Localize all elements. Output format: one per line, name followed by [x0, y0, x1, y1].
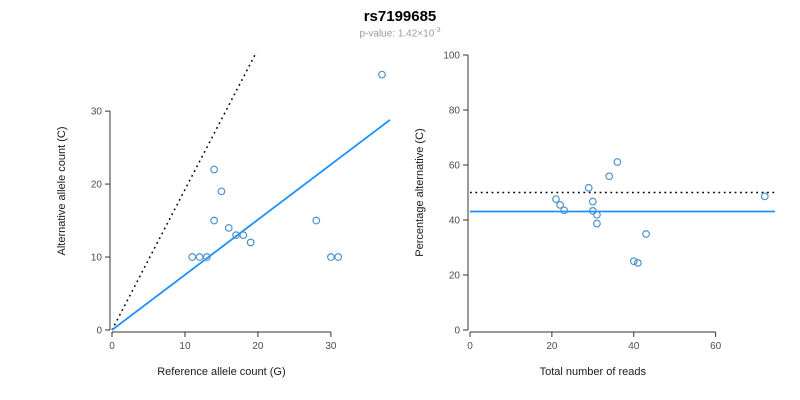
- y-tick-label: 10: [91, 253, 103, 264]
- p-value-exponent: -3: [434, 27, 441, 34]
- y-tick-label: 20: [91, 180, 103, 191]
- y-axis-title: Percentage alternative (C): [414, 128, 426, 256]
- y-tick-label: 80: [449, 106, 461, 117]
- x-tick-label: 20: [252, 341, 264, 352]
- y-tick-label: 100: [443, 51, 460, 62]
- x-tick-label: 0: [467, 341, 473, 352]
- data-point: [210, 216, 219, 225]
- x-axis-title: Total number of reads: [540, 366, 647, 378]
- data-point: [246, 238, 255, 247]
- data-point: [593, 219, 601, 228]
- p-value-text: p-value: 1.42×10: [359, 28, 435, 40]
- panel-allele-counts: 0 10 20 30 0 10 20 30 Reference allele count (G)…: [56, 51, 391, 378]
- data-point: [334, 253, 343, 261]
- data-point: [552, 195, 560, 204]
- y-tick-label: 30: [91, 107, 103, 118]
- data-point: [556, 200, 564, 209]
- data-point: [239, 231, 248, 240]
- data-point: [217, 187, 226, 196]
- data-point: [605, 172, 614, 181]
- p-value-label: p-value: 1.42×10-3: [0, 27, 800, 39]
- y-tick-label: 60: [449, 161, 461, 172]
- data-point: [202, 253, 211, 261]
- y-tick-label: 0: [96, 326, 102, 337]
- data-point: [613, 158, 622, 166]
- fitted-ratio-line: [111, 119, 391, 331]
- data-point: [588, 197, 597, 206]
- data-point: [560, 206, 569, 215]
- data-point: [760, 192, 769, 201]
- data-point: [224, 223, 233, 232]
- x-tick-label: 20: [546, 341, 558, 352]
- data-point: [312, 216, 321, 225]
- data-point: [584, 183, 593, 192]
- panel-percentage-vs-reads: 0 20 40 60 0 20 40 60 80 100 Total number of reads…: [414, 51, 775, 378]
- data-point: [593, 210, 601, 219]
- data-point: [642, 230, 650, 238]
- x-tick-label: 10: [179, 341, 191, 352]
- data-point: [326, 253, 335, 261]
- data-point: [629, 257, 638, 266]
- y-tick-label: 40: [449, 216, 461, 227]
- data-point: [195, 253, 204, 261]
- x-tick-label: 60: [710, 341, 722, 352]
- data-point: [210, 165, 219, 174]
- x-tick-label: 40: [628, 341, 640, 352]
- data-point: [378, 70, 386, 79]
- data-point: [188, 253, 197, 261]
- x-axis-title: Reference allele count (G): [157, 366, 285, 378]
- y-axis-title: Alternative allele count (C): [56, 126, 68, 255]
- data-point: [232, 231, 240, 240]
- x-tick-label: 0: [109, 341, 115, 352]
- x-tick-label: 30: [325, 341, 337, 352]
- data-point: [588, 207, 597, 215]
- y-tick-label: 0: [454, 326, 460, 337]
- y-tick-label: 20: [449, 271, 461, 282]
- data-point: [633, 259, 642, 267]
- page-title: rs7199685: [363, 8, 437, 25]
- expected-ratio-line: [111, 51, 258, 331]
